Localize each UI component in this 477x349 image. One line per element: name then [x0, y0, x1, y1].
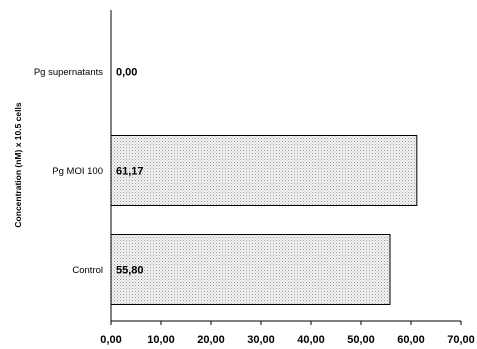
category-label: Pg MOI 100	[52, 166, 103, 177]
data-label: 0,00	[116, 67, 137, 79]
x-tick-label: 30,00	[247, 334, 275, 346]
x-tick-label: 70,00	[447, 334, 475, 346]
x-tick-label: 10,00	[147, 334, 175, 346]
y-axis-title: Concentration (nM) x 10.5 cells	[13, 102, 23, 227]
x-tick-label: 0,00	[100, 334, 121, 346]
x-tick-label: 50,00	[347, 334, 375, 346]
bar-2	[110, 234, 391, 305]
data-label: 55,80	[116, 265, 144, 277]
bars-group	[110, 135, 418, 305]
x-tick-label: 40,00	[297, 334, 325, 346]
x-tick-label: 20,00	[197, 334, 225, 346]
data-label: 61,17	[116, 166, 144, 178]
x-tick-label: 60,00	[397, 334, 425, 346]
bar-1	[110, 135, 418, 206]
category-labels: Pg supernatants Pg MOI 100 Control	[34, 67, 103, 276]
category-label: Control	[72, 265, 103, 276]
data-labels: 0,00 61,17 55,80	[116, 67, 144, 277]
category-label: Pg supernatants	[34, 67, 103, 78]
x-axis-ticks: 0,00 10,00 20,00 30,00 40,00 50,00 60,00 70,00	[100, 321, 475, 346]
